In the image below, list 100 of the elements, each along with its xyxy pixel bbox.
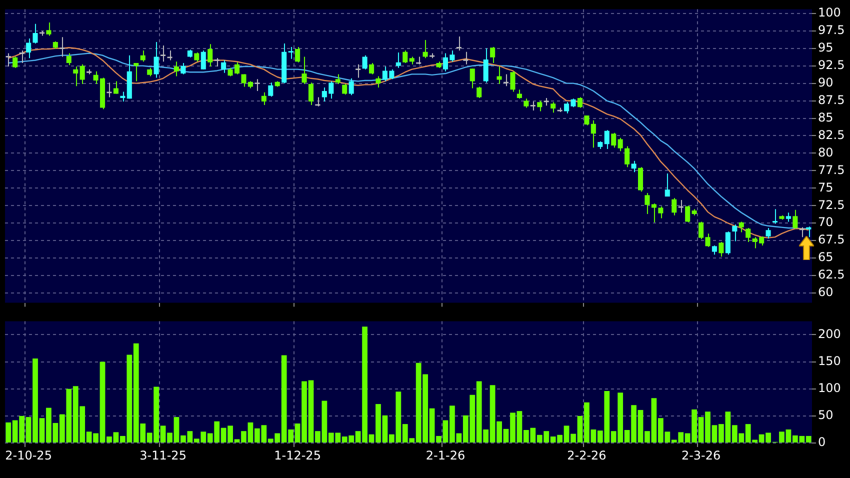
candlestick [113,80,118,94]
candlestick [725,230,730,256]
candlestick [32,23,38,44]
candlestick [396,52,401,68]
y-tick-label: 80 [818,145,834,160]
candlestick [631,160,636,173]
candlestick [490,46,496,64]
candlestick [503,74,509,87]
candlestick [577,96,583,108]
candlestick [463,51,468,65]
candlestick [12,56,18,68]
y-tick-label: 72.5 [818,198,845,212]
candlestick [611,132,616,148]
y-tick-label: 95 [818,40,834,54]
candlestick [496,66,502,84]
candlestick [516,89,522,100]
x-tick-label: 1-12-25 [274,448,321,462]
candlestick [154,42,159,78]
candlestick [180,62,186,75]
candlestick [732,224,738,242]
candlestick [476,86,482,98]
candlestick [738,221,744,233]
y-tick-label: 150 [818,354,841,368]
candlestick [80,64,85,84]
candlestick [221,60,226,74]
candlestick [60,36,65,58]
candlestick [174,61,180,77]
x-tick-label: 2-2-26 [567,448,606,462]
candlestick [26,38,32,59]
candlestick [261,92,266,106]
candlestick [537,100,542,112]
candlestick [792,209,798,230]
candlestick [806,226,812,238]
candlestick [718,241,724,258]
y-tick-label: 82.5 [818,128,845,142]
candlestick [712,244,718,256]
candlestick [208,44,213,68]
y-tick-label: 97.5 [818,22,845,37]
y-tick-label: 75 [818,180,834,194]
candlestick [664,172,670,198]
candlestick [46,22,52,36]
candlestick [402,50,408,64]
candlestick [160,45,166,62]
candlestick [483,48,488,84]
candlestick [422,39,428,59]
candlestick [308,82,314,106]
y-tick-label: 90 [818,75,834,90]
candlestick [362,54,368,70]
candlestick [456,36,462,51]
candlestick [604,130,610,150]
y-tick-label: 100 [818,6,841,20]
y-tick-label: 77.5 [818,162,845,177]
candlestick [510,70,516,92]
candlestick [658,206,664,219]
candlestick [254,78,260,92]
x-tick-label: 2-10-25 [5,448,52,462]
y-tick-label: 67.5 [818,232,845,247]
candlestick [550,102,556,114]
candlestick [335,74,340,84]
candlestick [524,98,529,108]
x-tick-label: 2-1-26 [426,448,466,462]
candlestick [288,46,294,60]
candlestick [368,62,374,75]
candlestick [268,82,274,98]
y-tick-label: 87.5 [818,92,845,107]
x-tick-label: 2-3-26 [681,448,721,462]
candlestick [348,78,354,96]
y-tick-label: 200 [818,326,841,341]
candlestick [19,50,24,64]
candlestick [356,64,361,78]
candlestick [672,197,677,216]
candlestick [6,52,11,68]
candlestick [106,82,112,98]
candlestick [295,46,300,63]
candlestick [194,52,200,62]
candlestick [73,66,78,87]
candlestick [66,52,72,66]
y-tick-label: 70 [818,215,834,230]
candlestick [638,166,644,192]
y-tick-label: 50 [818,408,834,422]
candlestick [590,120,596,148]
y-tick-label: 100 [818,380,841,395]
candlestick [342,84,348,95]
candlestick [530,100,536,112]
y-tick-label: 85 [818,110,834,124]
y-tick-label: 65 [818,250,834,264]
candlestick [618,137,623,152]
y-tick-label: 92.5 [818,58,845,72]
candlestick [167,50,172,61]
candlestick [120,91,126,102]
candlestick [624,146,630,168]
candlestick [134,62,139,82]
candlestick [772,208,778,224]
y-tick-label: 0 [818,435,826,450]
y-tick-label: 60 [818,285,834,300]
candlestick [376,76,381,88]
candlestick [746,228,751,242]
candlestick [140,50,146,62]
candlestick [786,212,791,222]
candlestick [799,226,804,238]
